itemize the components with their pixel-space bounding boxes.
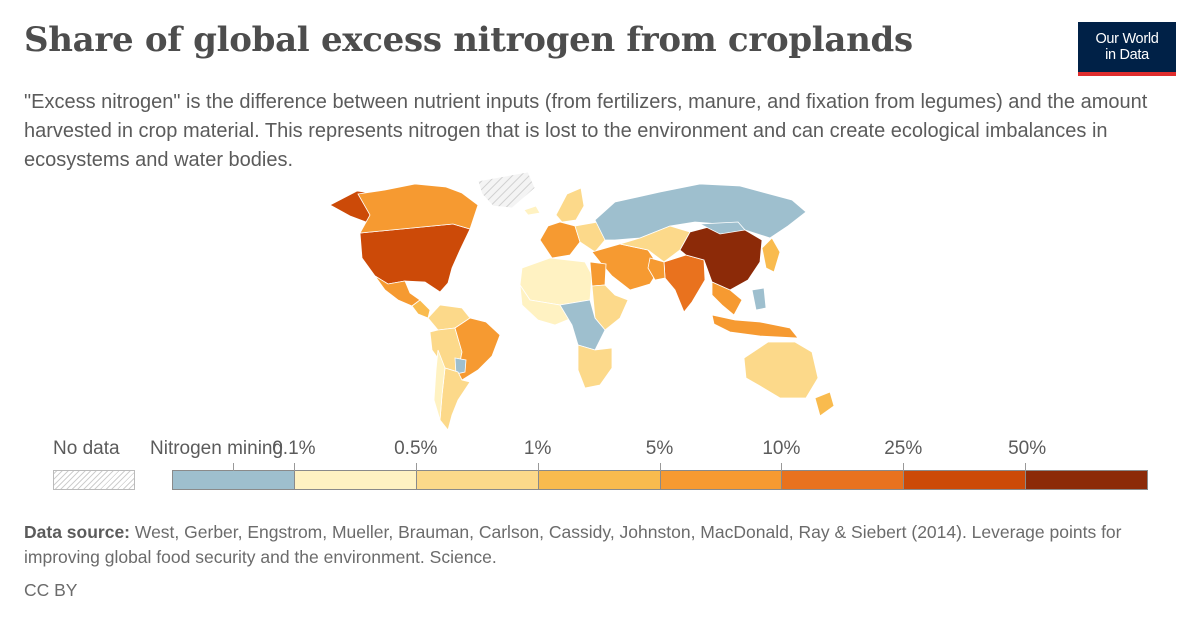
legend-nitrogen-mining-label: Nitrogen mining	[150, 438, 284, 459]
country-india[interactable]	[663, 254, 706, 313]
country-new-zealand[interactable]	[814, 391, 835, 417]
country-north-africa[interactable]	[519, 257, 593, 306]
legend-threshold-label: 50%	[1008, 438, 1047, 459]
country-indonesia[interactable]	[711, 314, 799, 339]
owid-logo[interactable]: Our World in Data	[1078, 22, 1176, 76]
legend-tick	[659, 463, 661, 471]
legend-tick	[781, 463, 783, 471]
license[interactable]: CC BY	[24, 580, 78, 600]
legend-threshold-label: 0.1%	[272, 438, 316, 459]
legend-bin[interactable]	[659, 470, 783, 490]
chart-subtitle: "Excess nitrogen" is the difference betw…	[24, 91, 1148, 171]
country-japan-korea[interactable]	[761, 237, 781, 273]
legend-tick	[1025, 463, 1027, 471]
country-southern-africa[interactable]	[577, 344, 613, 389]
legend-tick	[903, 463, 905, 471]
legend-bin[interactable]	[1025, 470, 1148, 490]
legend-bin[interactable]	[293, 470, 417, 490]
country-russia[interactable]	[594, 183, 807, 241]
legend-threshold-label: 0.5%	[394, 438, 438, 459]
legend-threshold-label: 25%	[884, 438, 923, 459]
data-source: Data source: West, Gerber, Engstrom, Mue…	[24, 522, 1122, 567]
country-greenland[interactable]	[477, 171, 536, 209]
legend-tick	[415, 463, 417, 471]
legend-bin[interactable]	[172, 470, 295, 490]
legend-bin[interactable]	[781, 470, 905, 490]
legend-threshold-label: 10%	[762, 438, 801, 459]
country-paraguay[interactable]	[454, 357, 467, 375]
country-pakistan[interactable]	[647, 257, 666, 281]
logo-line-2: in Data	[1105, 47, 1149, 63]
country-eastern-europe[interactable]	[574, 221, 606, 253]
country-chile[interactable]	[433, 349, 446, 421]
country-central-africa[interactable]	[559, 299, 606, 351]
country-scandinavia[interactable]	[555, 187, 585, 223]
country-western-europe[interactable]	[539, 221, 581, 259]
legend-bin[interactable]	[537, 470, 661, 490]
legend-no-data-swatch	[53, 470, 135, 490]
legend-threshold-label: 1%	[523, 438, 552, 459]
country-australia[interactable]	[743, 341, 819, 399]
world-map[interactable]	[0, 168, 1200, 433]
country-mongolia[interactable]	[698, 221, 746, 235]
country-philippines[interactable]	[751, 287, 767, 311]
country-iceland[interactable]	[523, 205, 541, 216]
country-canada[interactable]	[357, 183, 479, 234]
country-southeast-asia[interactable]	[711, 281, 743, 316]
legend-tick	[537, 463, 539, 471]
logo-line-1: Our World	[1095, 31, 1159, 47]
legend-tick	[293, 463, 295, 471]
country-west-africa[interactable]	[519, 284, 573, 326]
legend-threshold-label: 5%	[645, 438, 674, 459]
country-egypt[interactable]	[589, 261, 607, 287]
country-central-america[interactable]	[411, 299, 431, 319]
legend-bin[interactable]	[415, 470, 539, 490]
legend-bin[interactable]	[903, 470, 1027, 490]
country-usa[interactable]	[359, 223, 471, 293]
legend-no-data-label: No data	[53, 438, 120, 459]
legend-tick	[232, 463, 234, 471]
chart-title: Share of global excess nitrogen from cro…	[24, 20, 913, 60]
